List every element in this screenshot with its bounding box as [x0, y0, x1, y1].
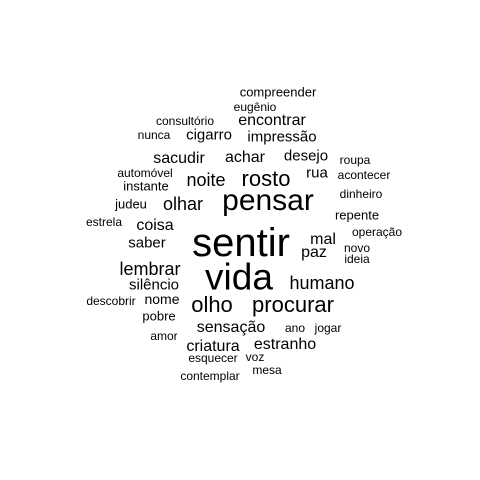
word-silencio: silêncio [128, 276, 180, 294]
word-saber: saber [128, 234, 166, 252]
word-achar: achar [224, 149, 266, 166]
word-criatura: criatura [186, 338, 240, 355]
word-humano: humano [289, 273, 355, 293]
word-instante: instante [123, 178, 169, 194]
word-sacudir: sacudir [153, 150, 205, 167]
word-estrela: estrela [85, 215, 123, 229]
word-repente: repente [334, 207, 380, 223]
word-mesa: mesa [252, 363, 282, 377]
word-dinheiro: dinheiro [339, 187, 383, 201]
word-operacao: operação [351, 225, 403, 239]
word-rua: rua [306, 164, 328, 182]
word-voz: voz [245, 350, 265, 364]
word-coisa: coisa [136, 217, 174, 234]
word-automovel: automóvel [117, 166, 173, 180]
word-olho: olho [191, 292, 233, 317]
word-pobre: pobre [142, 308, 176, 324]
word-novo: novo [343, 241, 371, 255]
word-sensacao: sensação [196, 319, 266, 336]
word-estranho: estranho [253, 336, 317, 353]
word-impressao: impressão [247, 128, 317, 146]
word-lembrar: lembrar [119, 259, 181, 279]
word-consultorio: consultório [155, 114, 215, 128]
word-ideia: ideia [344, 252, 370, 266]
word-rosto: rosto [241, 166, 291, 191]
word-acontecer: acontecer [337, 168, 391, 182]
word-descobrir: descobrir [86, 294, 136, 308]
word-judeu: judeu [115, 196, 147, 212]
word-pensar: pensar [222, 184, 314, 217]
word-roupa: roupa [339, 153, 371, 167]
word-mal: mal [310, 231, 336, 248]
word-vida: vida [205, 256, 273, 298]
word-ano: ano [284, 321, 306, 335]
word-nunca: nunca [137, 128, 171, 142]
word-olhar: olhar [162, 194, 204, 214]
word-esquecer: esquecer [188, 351, 238, 365]
word-compreender: compreender [239, 84, 317, 100]
word-nome: nome [144, 291, 180, 307]
word-amor: amor [150, 329, 178, 343]
word-encontrar: encontrar [238, 112, 306, 129]
word-procurar: procurar [252, 292, 334, 317]
word-contemplar: contemplar [180, 369, 240, 383]
word-cigarro: cigarro [186, 126, 232, 144]
word-paz: paz [301, 244, 327, 261]
word-desejo: desejo [283, 147, 329, 165]
word-jogar: jogar [314, 321, 342, 335]
word-eugenio: eugênio [233, 100, 277, 114]
word-noite: noite [186, 170, 226, 190]
word-sentir: sentir [192, 221, 290, 265]
